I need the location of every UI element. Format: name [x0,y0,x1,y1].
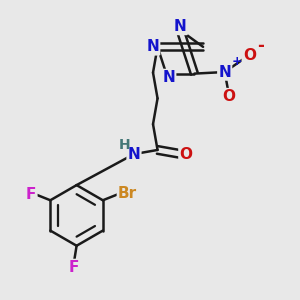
Text: O: O [179,147,192,162]
Text: Br: Br [118,186,137,201]
Text: H: H [118,138,130,152]
Text: O: O [243,48,256,63]
Text: F: F [69,260,79,275]
Text: N: N [146,39,159,54]
Text: N: N [128,147,140,162]
Text: N: N [174,19,187,34]
Text: N: N [162,70,175,85]
Text: -: - [258,37,265,55]
Text: F: F [26,187,36,202]
Text: O: O [222,89,235,104]
Text: N: N [218,64,231,80]
Text: +: + [232,55,242,68]
